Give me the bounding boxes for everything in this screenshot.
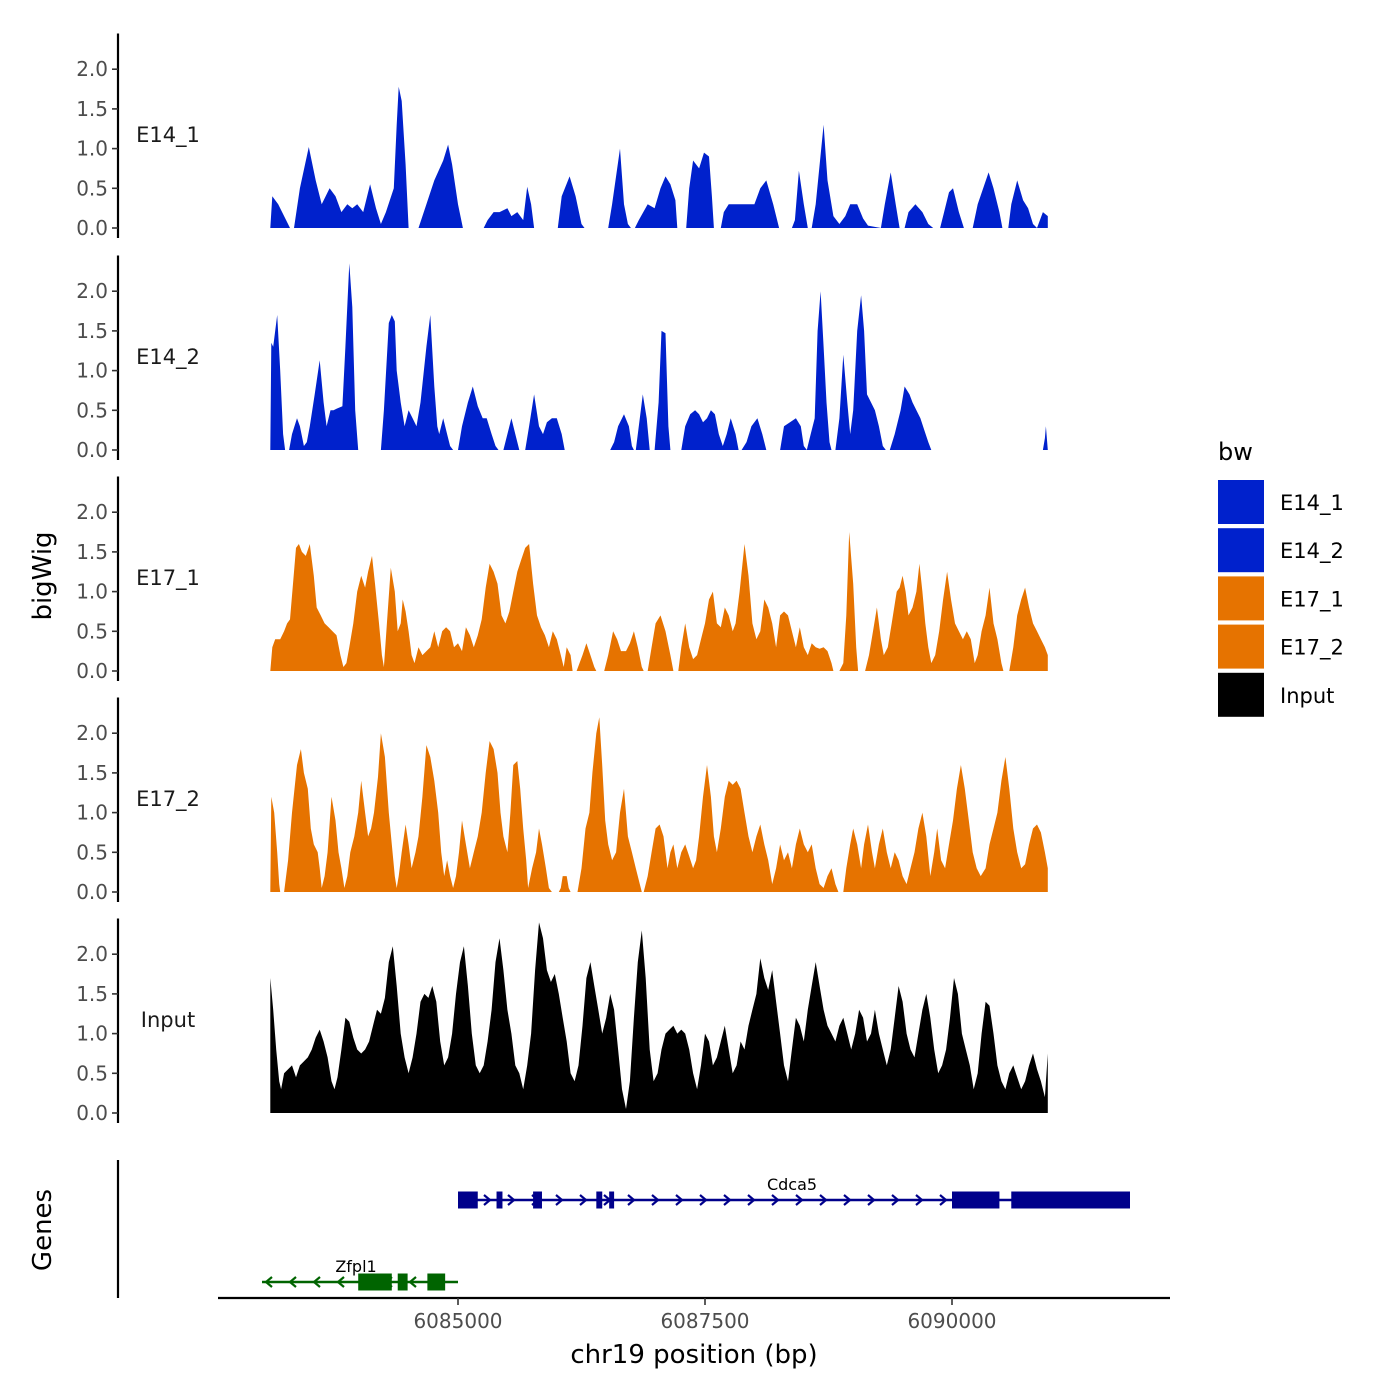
strand-arrow — [891, 1194, 900, 1206]
exon-block — [533, 1191, 542, 1209]
y-tick-label: 2.0 — [76, 279, 108, 303]
gene-Cdca5: Cdca5 — [458, 1175, 1130, 1209]
strand-arrow — [795, 1194, 804, 1206]
exon-block — [458, 1191, 478, 1209]
y-tick-label: 0.0 — [76, 880, 108, 904]
strand-arrow — [747, 1194, 756, 1206]
strand-arrow — [627, 1194, 636, 1206]
x-tick-label: 6085000 — [413, 1309, 502, 1333]
legend-label: E14_1 — [1280, 491, 1344, 516]
y-tick-label: 0.5 — [76, 398, 108, 422]
strand-arrow — [723, 1194, 732, 1206]
y-axis-title: bigWig — [28, 531, 58, 620]
exon-block — [358, 1273, 392, 1291]
strand-arrow — [939, 1194, 948, 1206]
strand-arrow — [408, 1276, 417, 1288]
exon-block — [952, 1191, 1000, 1209]
exon-block — [496, 1191, 503, 1209]
y-tick-label: 1.0 — [76, 801, 108, 825]
track-panel-Input: 0.0 0.5 1.0 1.5 2.0 Input — [76, 918, 1048, 1125]
strand-arrow — [288, 1276, 297, 1288]
y-tick-label: 0.5 — [76, 619, 108, 643]
y-tick-label: 1.0 — [76, 1022, 108, 1046]
gene-track: Cdca5 Zfpl1 — [116, 1160, 1130, 1298]
strand-arrow — [555, 1194, 564, 1206]
legend-swatch-Input — [1218, 672, 1264, 717]
track-panel-E17_1: 0.0 0.5 1.0 1.5 2.0 E17_1 — [76, 476, 1048, 683]
legend-label: E17_2 — [1280, 636, 1344, 661]
y-tick-label: 0.0 — [76, 438, 108, 462]
strand-arrow — [651, 1194, 660, 1206]
y-tick-label: 0.0 — [76, 216, 108, 240]
signal-area — [270, 532, 1048, 671]
legend-swatch-E14_2 — [1218, 528, 1264, 573]
y-tick-label: 1.0 — [76, 580, 108, 604]
legend-label: Input — [1280, 684, 1334, 708]
strand-arrow — [699, 1194, 708, 1206]
y-tick-label: 0.0 — [76, 659, 108, 683]
track-panel-E14_2: 0.0 0.5 1.0 1.5 2.0 E14_2 — [76, 255, 1048, 462]
x-axis-title: chr19 position (bp) — [570, 1340, 817, 1370]
exon-block — [397, 1273, 408, 1291]
legend-swatch-E17_2 — [1218, 624, 1264, 669]
legend-swatch-E14_1 — [1218, 480, 1264, 524]
legend: bw E14_1 E14_2 E17_1 E17_2 Input — [1218, 438, 1344, 717]
y-tick-label: 1.5 — [76, 540, 108, 564]
legend-swatch-E17_1 — [1218, 576, 1264, 621]
x-tick-label: 6087500 — [660, 1309, 749, 1333]
y-tick-label: 0.5 — [76, 840, 108, 864]
y-tick-label: 2.0 — [76, 721, 108, 745]
track-label: E14_1 — [136, 123, 200, 148]
y-tick-label: 0.0 — [76, 1101, 108, 1125]
signal-area — [270, 717, 1048, 892]
y-tick-label: 1.5 — [76, 319, 108, 343]
gene-label: Cdca5 — [767, 1175, 817, 1194]
exon-block — [427, 1273, 446, 1291]
strand-arrow — [579, 1194, 588, 1206]
exon-block — [596, 1191, 603, 1209]
y-tick-label: 0.5 — [76, 176, 108, 200]
strand-arrow — [312, 1276, 321, 1288]
strand-arrow — [336, 1276, 345, 1288]
signal-area — [270, 86, 1048, 228]
track-label: E17_1 — [136, 566, 200, 591]
track-panel-E17_2: 0.0 0.5 1.0 1.5 2.0 E17_2 — [76, 697, 1048, 904]
exon-block — [609, 1191, 615, 1209]
signal-area — [270, 263, 1048, 450]
legend-label: E17_1 — [1280, 587, 1344, 612]
track-panels: 0.0 0.5 1.0 1.5 2.0 E14_1 0.0 0.5 1.0 1.5 2.0 E14_2… — [76, 33, 1048, 1125]
y-tick-label: 2.0 — [76, 500, 108, 524]
track-panel-E14_1: 0.0 0.5 1.0 1.5 2.0 E14_1 — [76, 33, 1048, 240]
strand-arrow — [819, 1194, 828, 1206]
strand-arrow — [483, 1194, 492, 1206]
genes-axis-title: Genes — [28, 1189, 58, 1271]
gene-label: Zfpl1 — [335, 1257, 376, 1276]
y-tick-label: 2.0 — [76, 942, 108, 966]
track-label: E14_2 — [136, 345, 200, 370]
strand-arrow — [867, 1194, 876, 1206]
x-axis: 6085000 6087500 6090000 — [218, 1296, 1170, 1333]
track-label: E17_2 — [136, 787, 200, 812]
legend-title: bw — [1218, 438, 1253, 466]
y-tick-label: 1.0 — [76, 137, 108, 161]
legend-label: E14_2 — [1280, 539, 1344, 564]
exon-block — [1011, 1191, 1130, 1209]
x-tick-label: 6090000 — [907, 1309, 996, 1333]
strand-arrow — [264, 1276, 273, 1288]
strand-arrow — [675, 1194, 684, 1206]
track-label: Input — [141, 1008, 195, 1032]
gene-Zfpl1: Zfpl1 — [262, 1257, 458, 1291]
y-tick-label: 1.5 — [76, 761, 108, 785]
y-tick-label: 1.5 — [76, 982, 108, 1006]
strand-arrow — [771, 1194, 780, 1206]
y-tick-label: 0.5 — [76, 1061, 108, 1085]
strand-arrow — [507, 1194, 516, 1206]
strand-arrow — [843, 1194, 852, 1206]
y-tick-label: 2.0 — [76, 57, 108, 81]
signal-area — [270, 922, 1048, 1113]
strand-arrow — [915, 1194, 924, 1206]
y-tick-label: 1.5 — [76, 97, 108, 121]
y-tick-label: 1.0 — [76, 359, 108, 383]
